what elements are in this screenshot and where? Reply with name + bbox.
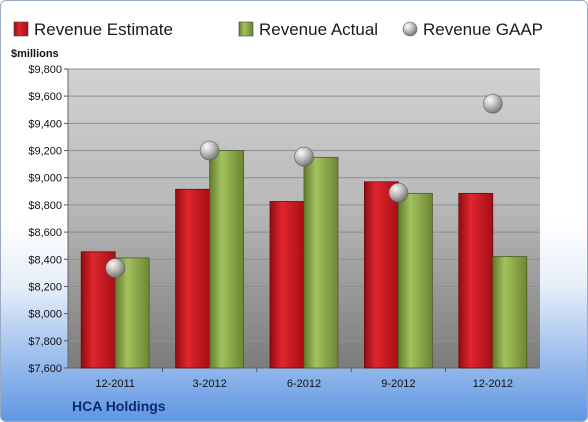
- y-tick-label: $8,200: [28, 281, 62, 293]
- y-tick-label: $9,600: [28, 91, 62, 103]
- y-tick-label: $9,400: [28, 118, 62, 130]
- x-tick-label: 12-2012: [473, 378, 513, 390]
- marker-revenue-gaap: [388, 182, 409, 203]
- y-tick-label: $7,600: [28, 363, 62, 375]
- bar-revenue-actual: [397, 192, 433, 369]
- y-tick-label: $9,200: [28, 146, 62, 158]
- legend: Revenue Estimate Revenue Actual Revenue GA…: [13, 20, 543, 39]
- legend-revenue-gaap: Revenue GAAP: [423, 20, 543, 39]
- y-tick-label: $8,600: [28, 227, 62, 239]
- marker-revenue-gaap: [482, 93, 503, 114]
- bar-revenue-actual: [114, 257, 150, 369]
- bar-revenue-estimate: [363, 181, 399, 369]
- x-tick-label: 6-2012: [287, 378, 321, 390]
- legend-revenue-estimate: Revenue Estimate: [34, 20, 173, 39]
- bar-revenue-estimate: [175, 188, 211, 369]
- legend-swatch-gaap: [402, 21, 418, 37]
- x-tick-label: 12-2011: [95, 378, 135, 390]
- y-axis-unit-label: $millions: [11, 48, 59, 60]
- marker-revenue-gaap: [105, 258, 125, 278]
- bar-revenue-actual: [209, 150, 245, 369]
- legend-revenue-actual: Revenue Actual: [259, 20, 378, 39]
- marker-revenue-gaap: [294, 146, 314, 167]
- legend-revenue-actual-swatch: [238, 21, 254, 37]
- legend-revenue-estimate-swatch: [13, 21, 29, 37]
- y-tick-label: $9,800: [28, 64, 62, 76]
- y-tick-label: $8,800: [28, 200, 62, 212]
- y-tick-label: $8,400: [28, 254, 62, 266]
- y-tick-label: $9,000: [28, 173, 62, 185]
- marker-revenue-gaap: [199, 140, 220, 161]
- bar-revenue-actual: [492, 256, 528, 369]
- y-tick-label: $7,800: [28, 336, 62, 348]
- bar-revenue-actual: [303, 156, 339, 369]
- y-tick-label: $8,000: [28, 309, 62, 321]
- company-name: HCA Holdings: [72, 398, 166, 414]
- x-tick-label: 9-2012: [381, 378, 415, 390]
- x-tick-label: 3-2012: [192, 378, 226, 390]
- bar-revenue-estimate: [458, 192, 494, 369]
- bar-revenue-estimate: [269, 201, 305, 369]
